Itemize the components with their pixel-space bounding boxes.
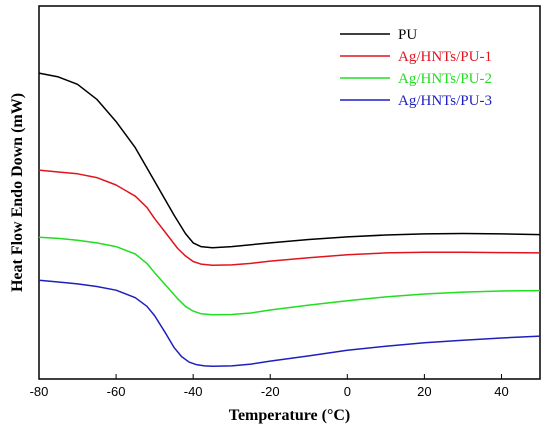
x-tick-label: 20 bbox=[417, 384, 431, 399]
x-tick-label: -60 bbox=[107, 384, 126, 399]
x-tick-label: -80 bbox=[30, 384, 49, 399]
series-group bbox=[38, 72, 541, 368]
legend-label: PU bbox=[398, 27, 417, 43]
series-line-4 bbox=[38, 279, 541, 368]
legend-label: Ag/HNTs/PU-1 bbox=[398, 49, 492, 65]
x-axis-title: Temperature (°C) bbox=[229, 407, 350, 424]
x-tick-label: -20 bbox=[261, 384, 280, 399]
x-tick-label: 40 bbox=[494, 384, 508, 399]
plot-frame bbox=[38, 5, 541, 380]
x-tick-label: -40 bbox=[184, 384, 203, 399]
y-axis-title: Heat Flow Endo Down (mW) bbox=[9, 93, 26, 292]
x-axis-ticks: -80 -60 -40 -20 0 20 40 bbox=[30, 374, 509, 399]
series-line-2 bbox=[38, 169, 541, 266]
legend-label: Ag/HNTs/PU-3 bbox=[398, 93, 492, 109]
x-tick-label: 0 bbox=[344, 384, 351, 399]
series-line-3 bbox=[38, 236, 541, 316]
legend: PU Ag/HNTs/PU-1 Ag/HNTs/PU-2 Ag/HNTs/PU-3 bbox=[340, 27, 492, 109]
legend-label: Ag/HNTs/PU-2 bbox=[398, 71, 492, 87]
series-line-1 bbox=[38, 72, 541, 249]
